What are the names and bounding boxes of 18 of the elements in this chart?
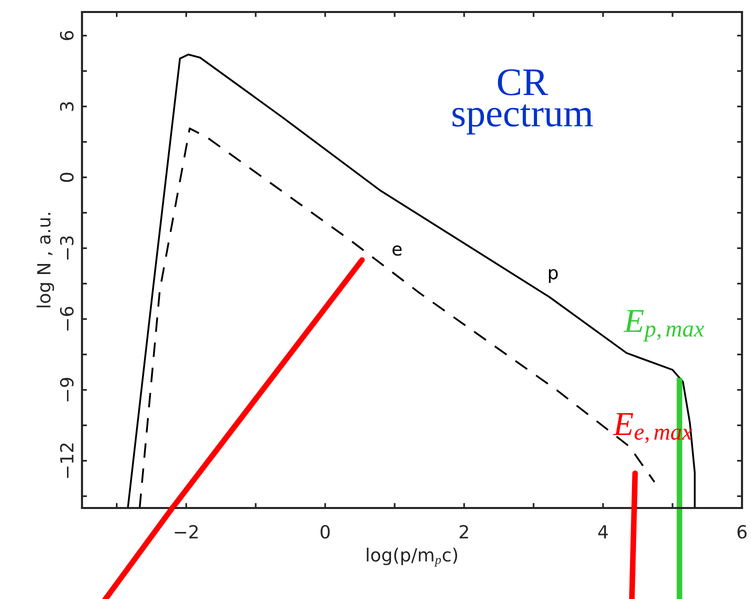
y-tick-label: 0: [60, 172, 74, 182]
x-tick-label: 6: [738, 524, 747, 539]
y-tick-label: −12: [60, 444, 74, 478]
x-tick-label: 4: [598, 525, 608, 538]
y-tick-label: 6: [60, 31, 74, 40]
x-axis-title: log(p/m$_{p}$c): [366, 548, 458, 567]
y-tick-label: 3: [60, 102, 74, 111]
y-tick-label: −9: [60, 378, 74, 402]
y-axis-title: log N , a.u.: [36, 212, 54, 308]
y-tick-label: −6: [60, 306, 74, 330]
y-tick-label: −3: [60, 236, 74, 260]
x-tick-label: 2: [460, 524, 468, 538]
series-label: e: [392, 245, 402, 256]
annotation: CR spectrum: [452, 69, 593, 135]
ref-line-label: E$_{p,max}$: [624, 310, 704, 342]
x-tick-label: 0: [320, 524, 330, 539]
x-tick-label: −2: [174, 524, 198, 538]
series-label: p: [548, 269, 558, 283]
